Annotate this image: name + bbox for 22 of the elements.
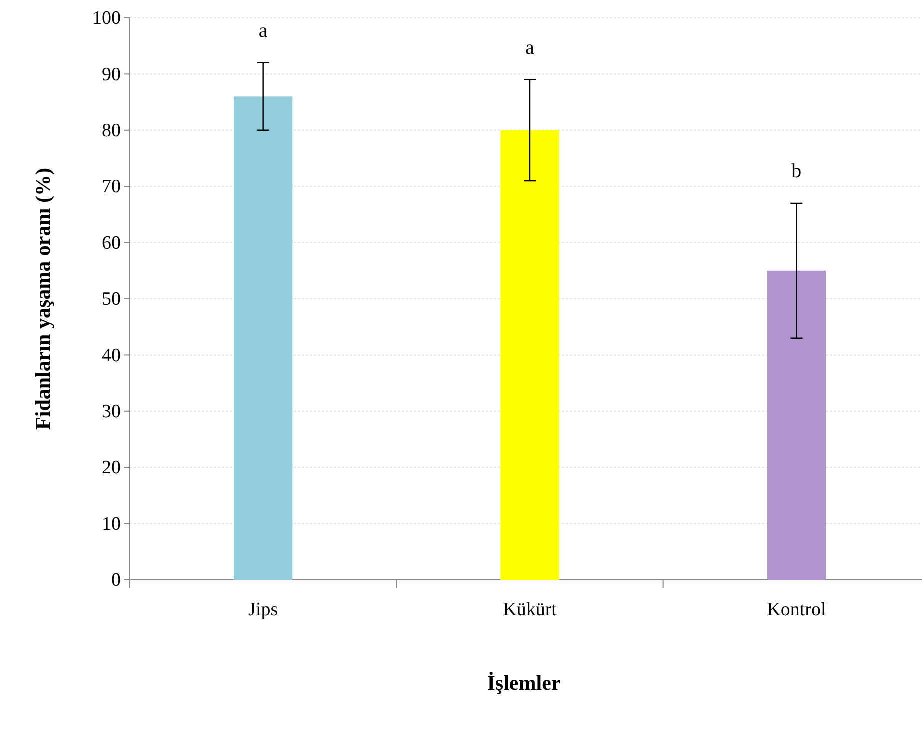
y-axis-title: Fidanların yaşama oranı (%) (31, 168, 55, 430)
x-tick-label: Kükürt (503, 599, 558, 620)
x-tick-label: Kontrol (767, 599, 826, 620)
x-axis-title: İşlemler (487, 671, 561, 695)
y-tick-label: 20 (102, 458, 121, 479)
y-tick-label: 10 (102, 514, 121, 535)
annotation: a (526, 36, 535, 59)
bar (234, 96, 293, 580)
y-tick-label: 90 (102, 64, 121, 86)
y-tick-label: 80 (102, 120, 121, 142)
annotation: b (792, 160, 802, 182)
y-tick-label: 100 (92, 8, 121, 30)
y-tick-label: 70 (102, 176, 121, 198)
y-tick-label: 30 (102, 401, 121, 422)
y-tick-label: 50 (102, 289, 121, 310)
bar (767, 270, 826, 580)
y-tick-label: 0 (112, 570, 121, 592)
bar (500, 130, 560, 580)
y-tick-label: 40 (102, 345, 121, 366)
y-tick-label: 60 (102, 232, 121, 254)
x-tick-label: Jips (248, 599, 278, 620)
annotation: a (258, 20, 268, 42)
